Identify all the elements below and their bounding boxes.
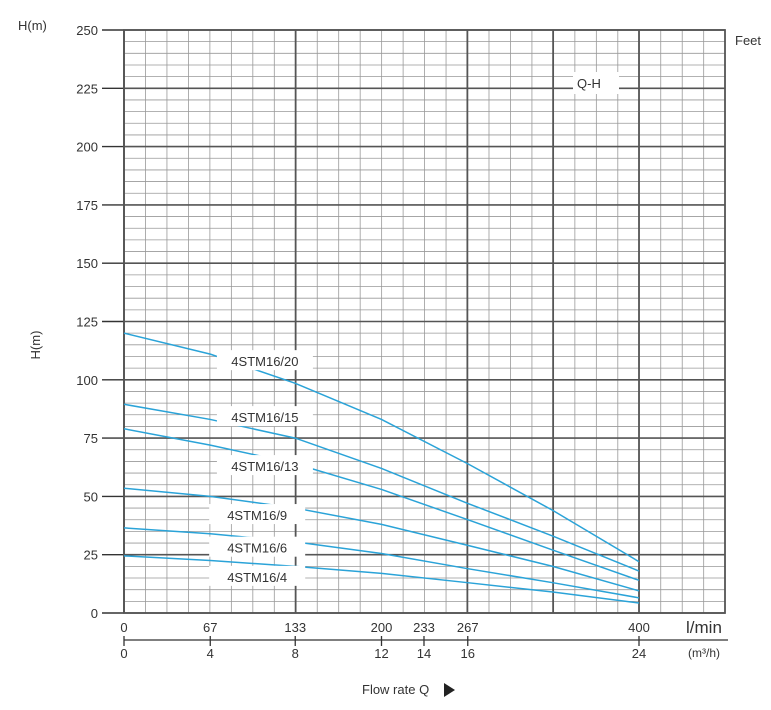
curve-4STM16-15 xyxy=(123,403,640,572)
plot-frame xyxy=(123,29,726,614)
y-tick-label: 150 xyxy=(76,256,98,271)
y-tick-label: 225 xyxy=(76,81,98,96)
curve-label-bg xyxy=(216,455,313,476)
curve-label: 4STM16/15 xyxy=(231,410,298,425)
curve-4STM16-4 xyxy=(123,555,640,604)
curve-label-bg xyxy=(216,406,313,427)
x-tick-label: 267 xyxy=(457,620,479,635)
curve-label-bg xyxy=(209,536,306,557)
curve-label: 4STM16/6 xyxy=(227,541,287,556)
y-tick-label: 175 xyxy=(76,198,98,213)
x2-tick-label: 4 xyxy=(207,646,214,661)
x-tick-label: 400 xyxy=(628,620,650,635)
y-tick-label: 250 xyxy=(76,23,98,38)
x2-tick-label: 24 xyxy=(632,646,646,661)
y-tick-label: 100 xyxy=(76,373,98,388)
curve-4STM16-9 xyxy=(123,487,640,592)
curve-4STM16-6 xyxy=(123,527,640,599)
x2-tick-label: 8 xyxy=(292,646,299,661)
y-tick-label: 125 xyxy=(76,315,98,330)
y-tick-label: 75 xyxy=(84,431,98,446)
x-axis-label: Flow rate Q xyxy=(362,682,429,697)
curve-label-bg xyxy=(216,350,313,371)
curve-4STM16-13 xyxy=(123,428,640,582)
title-bg xyxy=(573,72,619,94)
x-tick-label: 200 xyxy=(371,620,393,635)
x2-tick-label: 0 xyxy=(120,646,127,661)
x-tick-label: 233 xyxy=(413,620,435,635)
curve-label: 4STM16/13 xyxy=(231,459,298,474)
curve-label: 4STM16/4 xyxy=(227,570,287,585)
curve-label: 4STM16/9 xyxy=(227,508,287,523)
y-axis-top-label: H(m) xyxy=(18,18,47,33)
y-tick-label: 50 xyxy=(84,489,98,504)
x-unit-label: l/min xyxy=(686,618,722,637)
x-tick-label: 67 xyxy=(203,620,217,635)
curve-label-bg xyxy=(209,565,306,586)
curve-label-bg xyxy=(209,504,306,525)
y-tick-label: 200 xyxy=(76,140,98,155)
y-tick-label: 25 xyxy=(84,548,98,563)
y-axis-label: H(m) xyxy=(28,331,43,360)
curve-4STM16-20 xyxy=(123,332,640,563)
x-tick-label: 0 xyxy=(120,620,127,635)
x2-tick-label: 12 xyxy=(374,646,388,661)
x-tick-label: 133 xyxy=(284,620,306,635)
x2-unit-label: (m³/h) xyxy=(688,646,720,660)
y-tick-label: 0 xyxy=(91,606,98,621)
x2-tick-label: 16 xyxy=(461,646,475,661)
x2-tick-label: 14 xyxy=(417,646,431,661)
curve-label: 4STM16/20 xyxy=(231,354,298,369)
right-axis-label: Feet xyxy=(735,33,761,48)
chart-title: Q-H xyxy=(577,76,601,91)
play-arrow-icon xyxy=(444,683,455,697)
